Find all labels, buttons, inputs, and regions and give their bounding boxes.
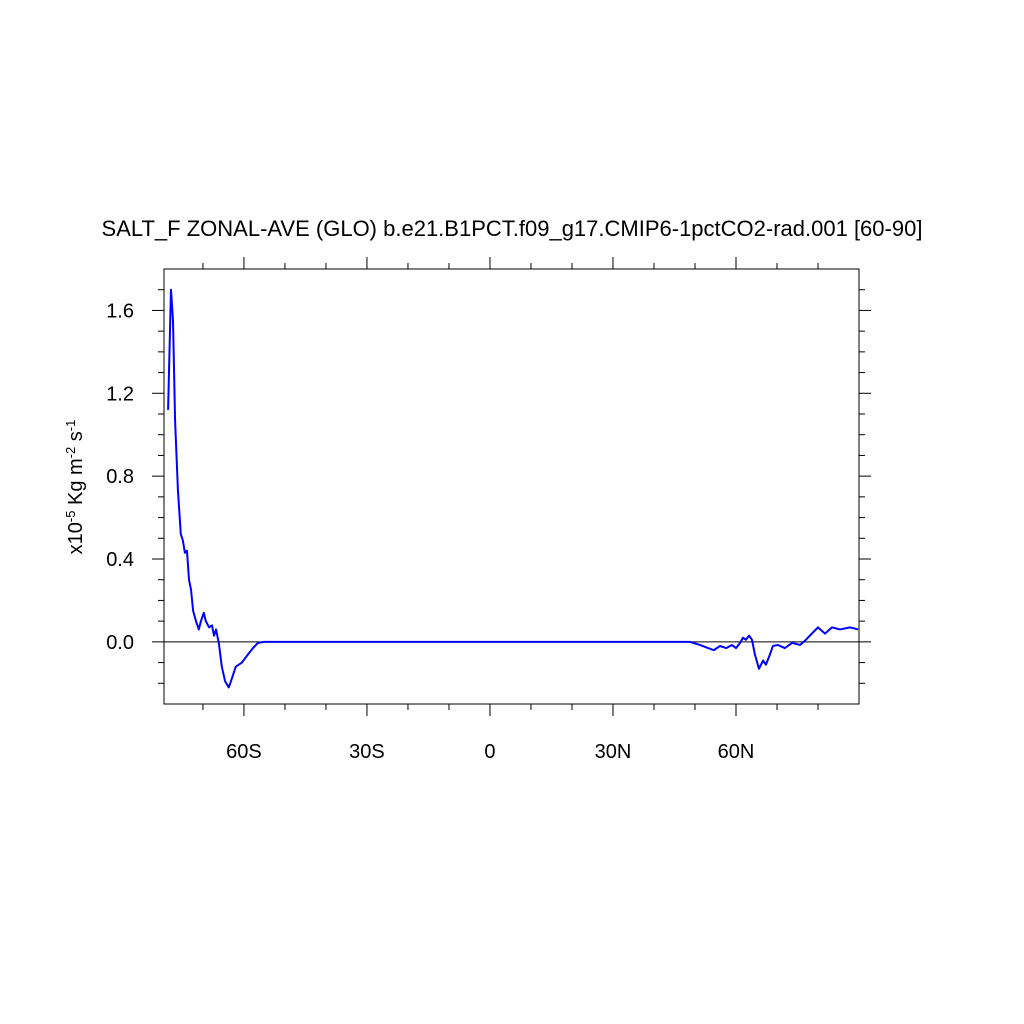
y-tick-label: 1.6 [106, 300, 134, 322]
data-line [167, 288, 859, 689]
y-axis-label-part: s [65, 431, 87, 447]
chart-title: SALT_F ZONAL-AVE (GLO) b.e21.B1PCT.f09_g… [102, 216, 923, 241]
y-axis-label-part: -1 [63, 420, 78, 432]
y-tick-label: 0.0 [106, 632, 134, 654]
x-tick-label: 60S [226, 741, 262, 763]
y-tick-label: 1.2 [106, 383, 134, 405]
x-tick-label: 30S [349, 741, 385, 763]
x-tick-label: 30N [595, 741, 632, 763]
y-axis-label-part: -2 [63, 447, 78, 459]
y-axis-label-part: -5 [63, 511, 78, 523]
y-axis-label: x10-5 Kg m-2 s-1 [63, 420, 88, 555]
plot-frame [163, 268, 860, 705]
x-tick-label: 60N [718, 741, 755, 763]
y-axis-label-part: x10 [65, 522, 87, 554]
x-tick-label: 0 [484, 741, 495, 763]
y-tick-label: 0.8 [106, 466, 134, 488]
y-tick-label: 0.4 [106, 549, 134, 571]
y-axis-label-part: Kg m [65, 458, 87, 510]
